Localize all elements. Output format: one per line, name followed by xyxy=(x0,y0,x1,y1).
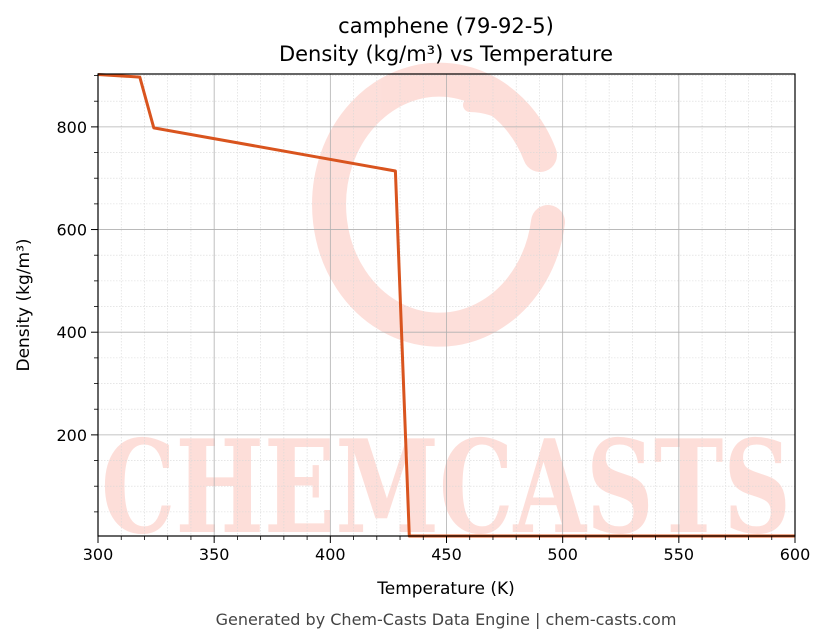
y-tick-label: 400 xyxy=(56,323,87,342)
x-tick-label: 350 xyxy=(199,545,230,564)
x-axis-label: Temperature (K) xyxy=(376,579,515,599)
y-axis: 200 400 600 800 xyxy=(56,75,98,513)
chart-subtitle: Density (kg/m³) vs Temperature xyxy=(279,42,613,66)
chart-title: camphene (79-92-5) xyxy=(338,14,554,38)
x-tick-label: 300 xyxy=(83,545,114,564)
y-tick-label: 600 xyxy=(56,221,87,240)
footer-credit: Generated by Chem-Casts Data Engine | ch… xyxy=(216,610,677,629)
x-axis: 300 350 400 450 500 550 600 xyxy=(83,536,811,564)
x-tick-label: 550 xyxy=(664,545,695,564)
x-tick-label: 450 xyxy=(431,545,462,564)
x-tick-label: 400 xyxy=(315,545,346,564)
x-tick-label: 600 xyxy=(780,545,811,564)
y-axis-label: Density (kg/m³) xyxy=(14,238,34,371)
x-tick-label: 500 xyxy=(547,545,578,564)
y-tick-label: 800 xyxy=(56,118,87,137)
y-tick-label: 200 xyxy=(56,426,87,445)
